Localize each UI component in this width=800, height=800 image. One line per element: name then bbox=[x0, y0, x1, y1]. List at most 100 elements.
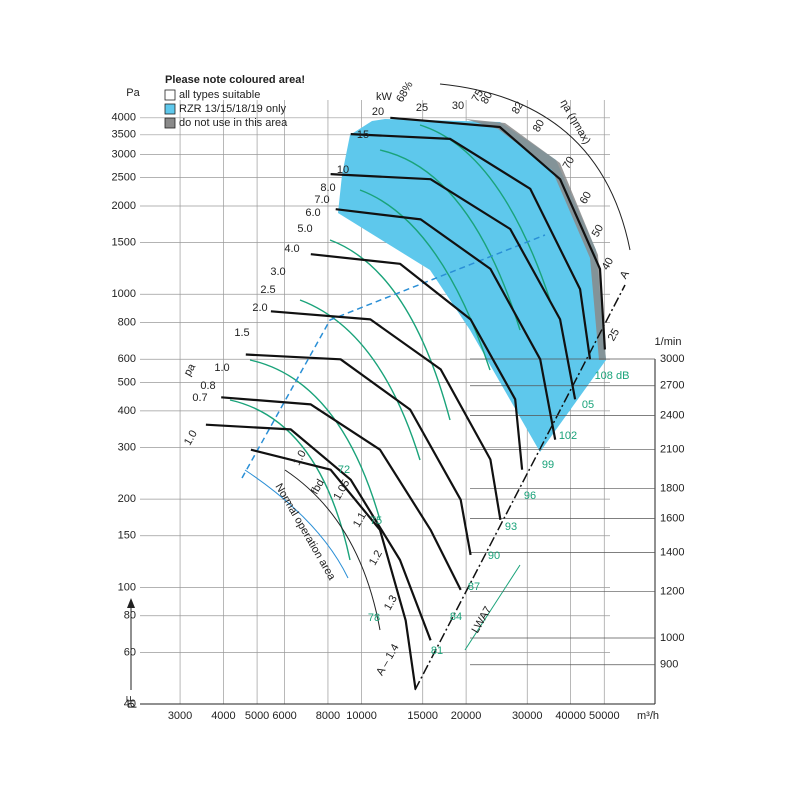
efficiency-label: 70 bbox=[561, 155, 578, 172]
speed-curve bbox=[310, 253, 524, 470]
power-label: 10 bbox=[337, 164, 349, 176]
factor-label: 1.2 bbox=[367, 548, 385, 567]
power-label: 2.0 bbox=[252, 302, 267, 314]
y-tick-label: 100 bbox=[118, 581, 136, 593]
legend-swatch bbox=[164, 103, 176, 115]
speed-curve bbox=[330, 173, 577, 400]
x-tick-label: 15000 bbox=[407, 710, 438, 722]
power-label: 15 bbox=[357, 129, 369, 141]
speed-curve bbox=[350, 133, 592, 360]
power-label: 4.0 bbox=[284, 243, 299, 255]
sound-label: 102 bbox=[559, 430, 577, 442]
x-tick-label: 30000 bbox=[512, 710, 543, 722]
power-label: 25 bbox=[416, 102, 428, 114]
rzr-area bbox=[338, 119, 606, 452]
operation-boundary bbox=[241, 234, 546, 479]
power-label: 1.5 bbox=[234, 327, 249, 339]
y-tick-label: 80 bbox=[124, 610, 136, 622]
efficiency-label: 40 bbox=[600, 256, 617, 273]
y2-tick-label: 2100 bbox=[660, 443, 684, 455]
factor-label: 1.05 bbox=[331, 478, 352, 503]
sound-label: 72 bbox=[338, 464, 350, 476]
factor-label: fbd bbox=[309, 477, 327, 496]
y2-tick-label: 1400 bbox=[660, 546, 684, 558]
y2-tick-label: 3000 bbox=[660, 353, 684, 365]
speed-curve bbox=[335, 208, 557, 440]
y-tick-label: 200 bbox=[118, 493, 136, 505]
y-tick-label: 600 bbox=[118, 353, 136, 365]
sound-label: 84 bbox=[450, 611, 462, 623]
legend-title: Please note coloured area! bbox=[165, 74, 305, 86]
lwa-arrow bbox=[464, 564, 521, 651]
y2-tick-label: 1000 bbox=[660, 632, 684, 644]
speed-curve bbox=[205, 423, 432, 641]
factor-label: LWA7 bbox=[470, 605, 495, 636]
efficiency-label: 80 bbox=[531, 118, 548, 135]
x-unit: m³/h bbox=[637, 710, 659, 722]
x-tick-label: 4000 bbox=[211, 710, 235, 722]
sound-label: 90 bbox=[488, 550, 500, 562]
y-tick-label: 40 bbox=[124, 698, 136, 710]
y2-unit: 1/min bbox=[655, 336, 682, 348]
y2-tick-label: 2700 bbox=[660, 380, 684, 392]
y-tick-label: 4000 bbox=[112, 112, 136, 124]
power-label: 20 bbox=[372, 106, 384, 118]
y-tick-label: 2000 bbox=[112, 200, 136, 212]
x-tick-label: 20000 bbox=[451, 710, 482, 722]
y-tick-label: 3000 bbox=[112, 148, 136, 160]
x-tick-label: 8000 bbox=[316, 710, 340, 722]
speed-curve bbox=[221, 396, 462, 591]
y-tick-label: 500 bbox=[118, 376, 136, 388]
sound-label: 75 bbox=[370, 515, 382, 527]
efficiency-label: 60 bbox=[578, 190, 595, 207]
y-tick-label: 400 bbox=[118, 405, 136, 417]
power-label: 5.0 bbox=[297, 223, 312, 235]
power-label: 30 bbox=[452, 100, 464, 112]
fbd-arrow bbox=[284, 469, 381, 631]
y2-tick-label: 1600 bbox=[660, 513, 684, 525]
sound-label: 96 bbox=[524, 490, 536, 502]
legend-label: all types suitable bbox=[179, 89, 260, 101]
sound-label: 87 bbox=[468, 581, 480, 593]
y-tick-label: 60 bbox=[124, 646, 136, 658]
x-tick-label: 6000 bbox=[272, 710, 296, 722]
legend-swatch bbox=[164, 89, 176, 101]
y2-tick-label: 2400 bbox=[660, 410, 684, 422]
speed-curve bbox=[390, 116, 606, 350]
y2-tick-label: 1800 bbox=[660, 483, 684, 495]
legend-swatch bbox=[164, 117, 176, 129]
sound-label: 108 dB bbox=[595, 370, 630, 382]
y-tick-label: 1000 bbox=[112, 288, 136, 300]
y-tick-label: 150 bbox=[118, 530, 136, 542]
y-label: pF bbox=[125, 695, 137, 708]
efficiency-label: 50 bbox=[590, 223, 607, 240]
x-tick-label: 40000 bbox=[555, 710, 586, 722]
x-tick-label: 50000 bbox=[589, 710, 620, 722]
efficiency-label: ηa (ηmax) bbox=[558, 98, 593, 147]
y-tick-label: 1500 bbox=[112, 237, 136, 249]
sound-label: 99 bbox=[542, 459, 554, 471]
x-tick-label: 10000 bbox=[346, 710, 377, 722]
efficiency-label: 25 bbox=[606, 327, 623, 344]
power-label: 0.8 bbox=[200, 380, 215, 392]
legend-label: RZR 13/15/18/19 only bbox=[179, 103, 287, 115]
power-label: 0.7 bbox=[192, 392, 207, 404]
factor-label: 1.3 bbox=[382, 593, 400, 612]
sound-label: 05 bbox=[582, 399, 594, 411]
speed-curve bbox=[250, 448, 417, 690]
x-tick-label: 5000 bbox=[245, 710, 269, 722]
pf-arrow-head bbox=[127, 598, 135, 608]
power-label: 7.0 bbox=[314, 194, 329, 206]
y-unit: Pa bbox=[126, 87, 140, 99]
speed-curve bbox=[270, 310, 502, 520]
y-tick-label: 800 bbox=[118, 317, 136, 329]
sound-label: 78 bbox=[368, 612, 380, 624]
power-label: 2.5 bbox=[260, 284, 275, 296]
x-tick-label: 3000 bbox=[168, 710, 192, 722]
y2-tick-label: 900 bbox=[660, 659, 678, 671]
y-tick-label: 300 bbox=[118, 441, 136, 453]
efficiency-label: 82 bbox=[510, 100, 527, 117]
efficiency-label: 75 bbox=[470, 88, 487, 105]
factor-label: pa bbox=[182, 361, 199, 378]
